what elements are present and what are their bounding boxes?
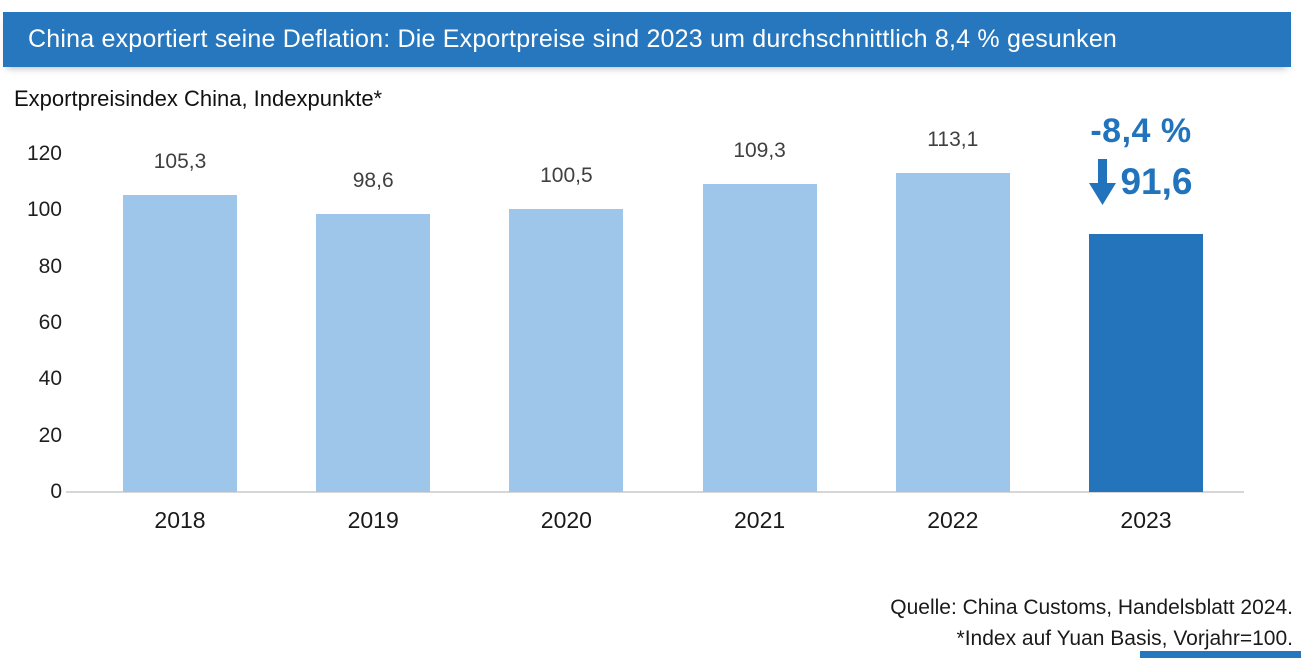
bar-value-label: 113,1: [927, 128, 979, 151]
chart-subtitle: Exportpreisindex China, Indexpunkte*: [14, 86, 383, 111]
bar-2023: [1089, 234, 1203, 492]
y-axis-tick-label: 100: [26, 198, 62, 222]
bar-value-label: 109,3: [733, 139, 786, 162]
y-axis-tick-label: 20: [38, 423, 62, 447]
x-axis-category-label: 2021: [734, 507, 786, 533]
y-axis-tick-label: 60: [38, 311, 62, 334]
chart-headline: China exportiert seine Deflation: Die Ex…: [28, 25, 1118, 53]
change-annotation: -8,4 % 91,6: [1030, 112, 1252, 205]
source-note: Quelle: China Customs, Handelsblatt 2024…: [890, 596, 1293, 619]
y-axis-tick-label: 0: [50, 480, 62, 503]
x-axis-category-label: 2022: [927, 507, 979, 533]
bar-value-label: 100,5: [540, 164, 593, 187]
x-axis-category-label: 2023: [1120, 507, 1172, 533]
x-axis-category-label: 2020: [540, 507, 592, 533]
bottom-accent-bar: [1140, 651, 1301, 658]
bar-value-label: 98,6: [352, 169, 394, 192]
y-axis-tick-label: 80: [38, 254, 62, 278]
title-bar: China exportiert seine Deflation: Die Ex…: [3, 12, 1291, 67]
pct-change-label: -8,4 %: [1090, 112, 1192, 150]
y-axis-tick-label: 120: [26, 142, 62, 165]
x-axis-line: [66, 491, 1244, 493]
bar-2018: [123, 195, 237, 492]
down-arrow-icon: [1089, 159, 1117, 205]
bar-2022: [895, 173, 1010, 492]
bar-2019: [316, 214, 431, 492]
x-axis-category-label: 2019: [347, 507, 399, 533]
bar-2021: [702, 184, 817, 492]
x-axis-category-label: 2018: [154, 507, 206, 533]
footnote: *Index auf Yuan Basis, Vorjahr=100.: [956, 627, 1293, 650]
final-value-label: 91,6: [1120, 161, 1193, 202]
bar-2020: [509, 209, 624, 492]
y-axis-tick-label: 40: [38, 367, 62, 391]
bar-value-label: 105,3: [153, 150, 207, 173]
